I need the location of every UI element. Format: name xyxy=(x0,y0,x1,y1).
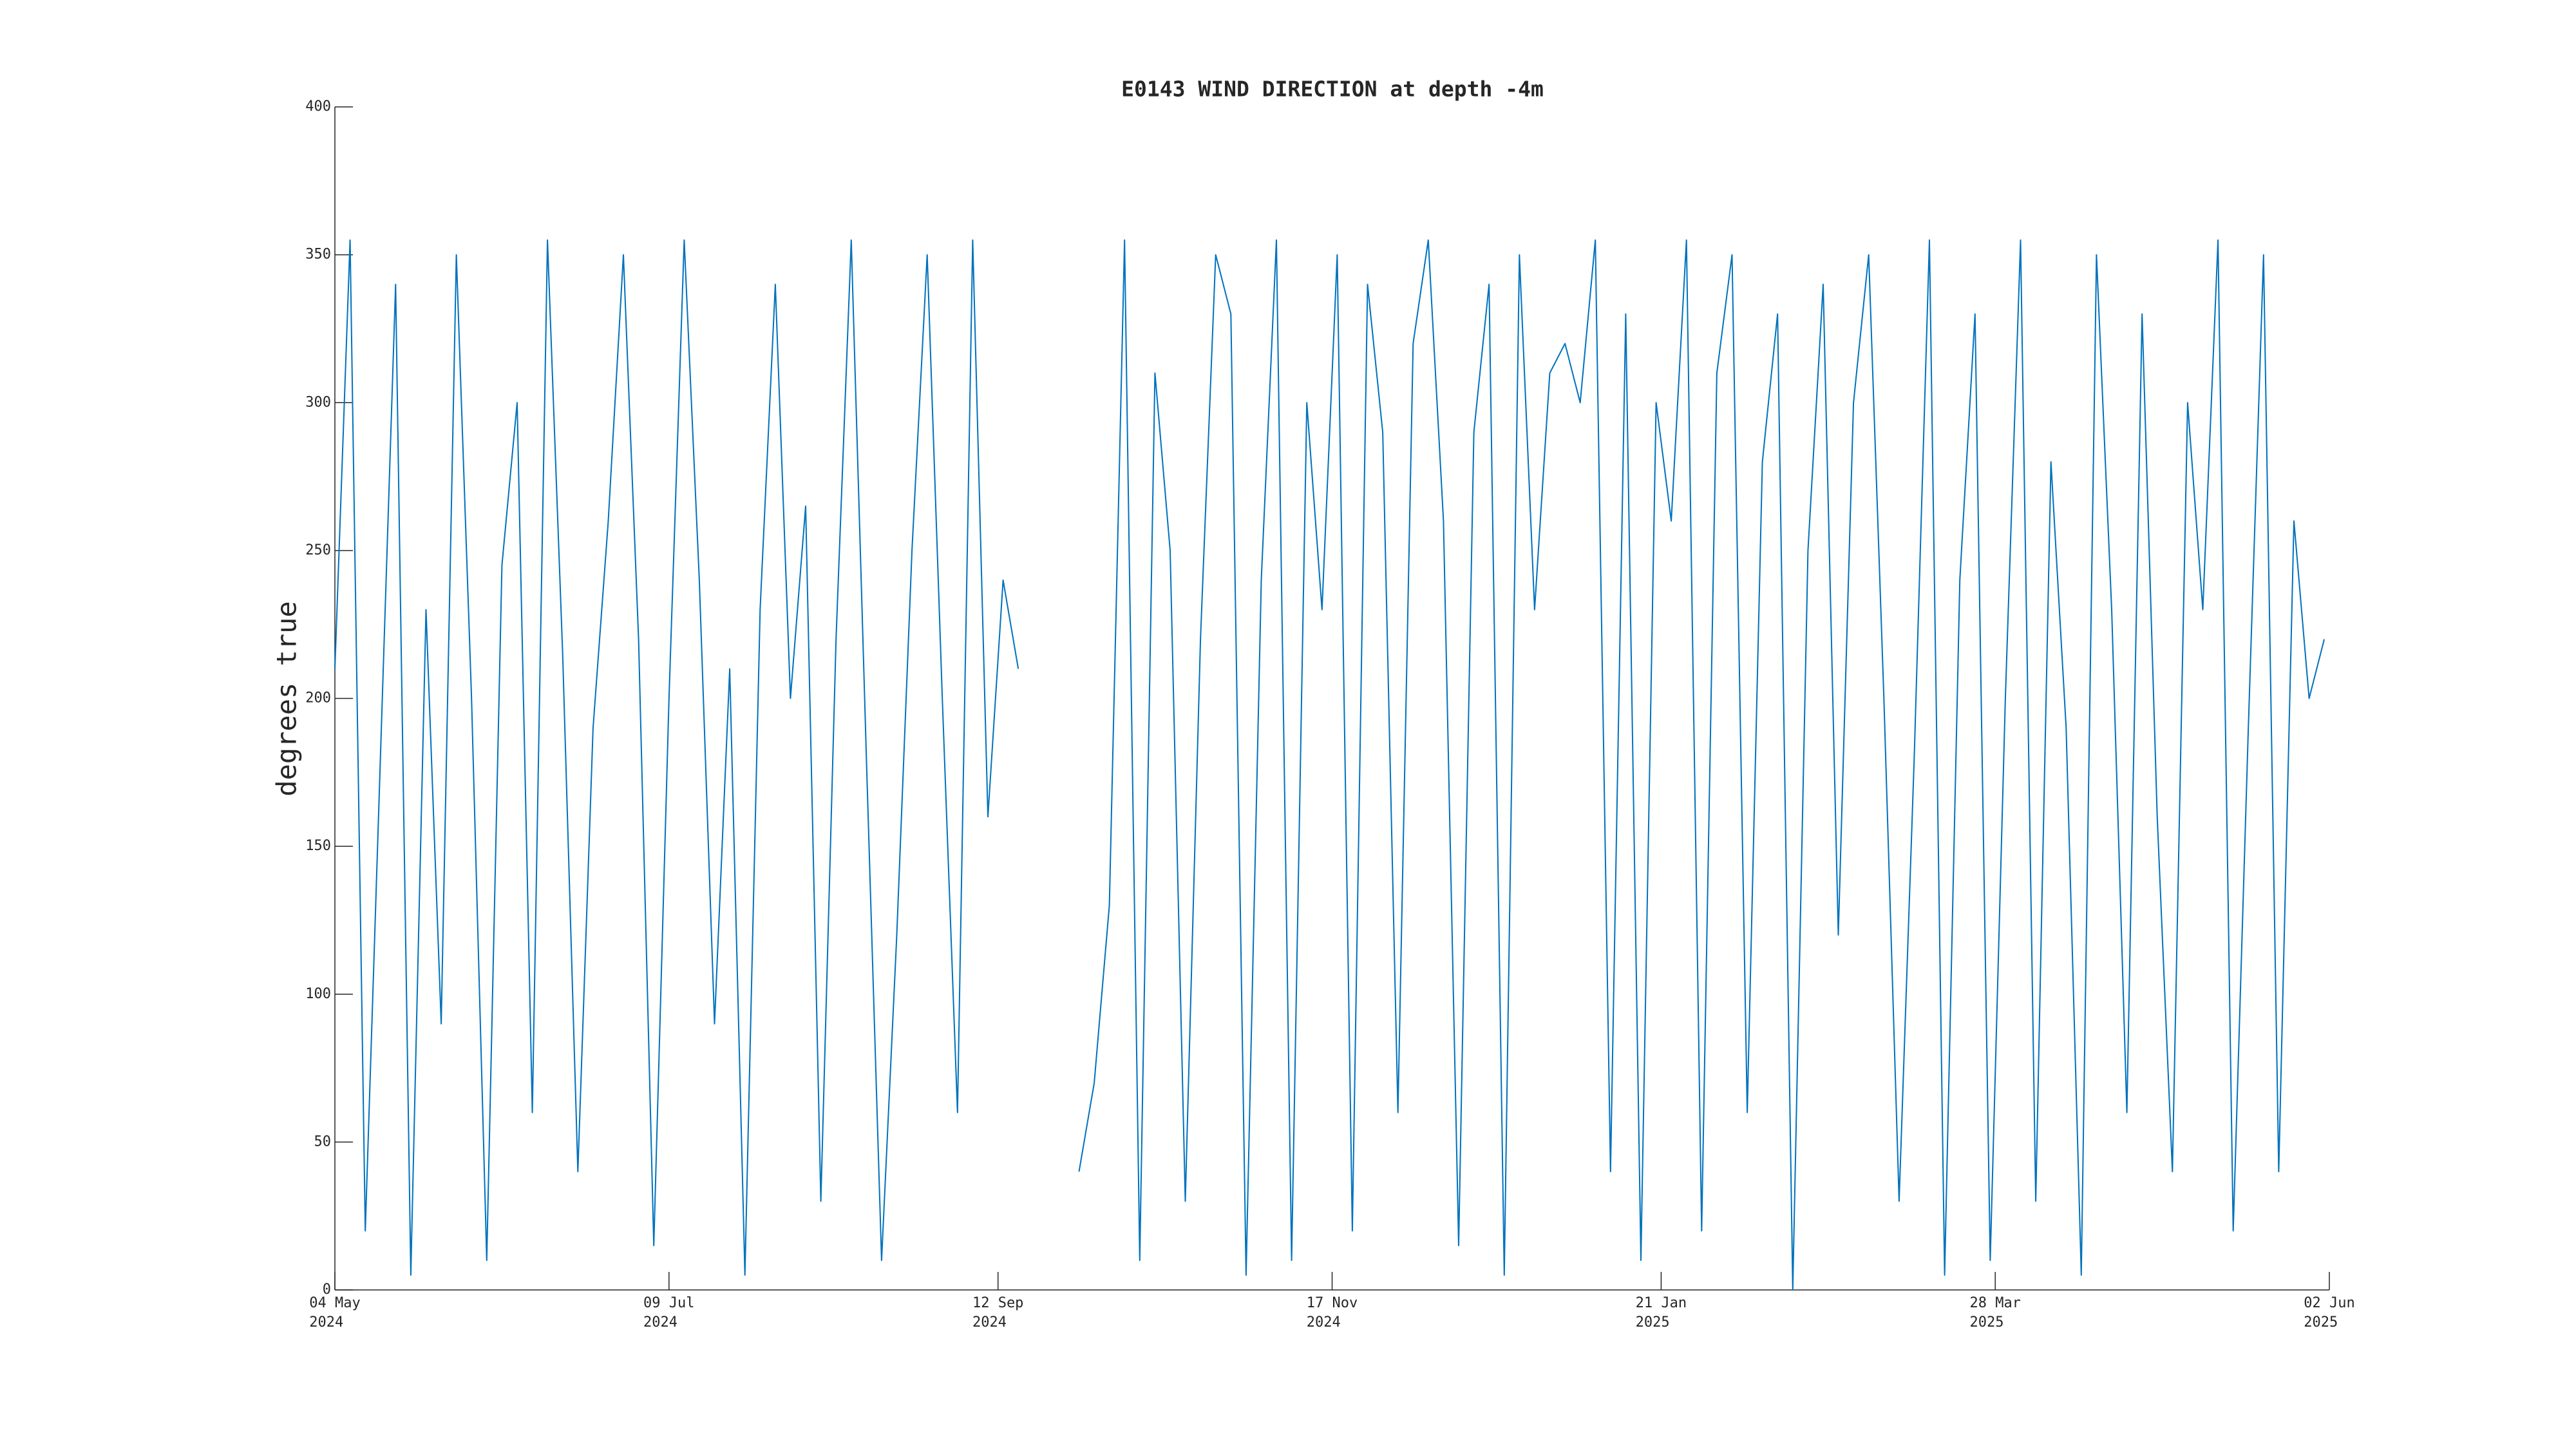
y-tick-label: 50 xyxy=(314,1133,332,1150)
x-tick-label: 21 Jan 2025 xyxy=(1635,1295,1687,1331)
y-tick-label: 400 xyxy=(305,99,331,115)
x-tick-label: 17 Nov 2024 xyxy=(1306,1295,1358,1331)
chart-title: E0143 WIND DIRECTION at depth -4m xyxy=(1121,77,1544,102)
y-axis-label: degrees true xyxy=(271,601,303,796)
y-tick-label: 150 xyxy=(305,838,331,854)
y-tick-label: 100 xyxy=(305,986,331,1002)
x-tick-label: 09 Jul 2024 xyxy=(643,1295,695,1331)
x-tick-label: 02 Jun 2025 xyxy=(2304,1295,2355,1331)
x-tick-label: 28 Mar 2025 xyxy=(1969,1295,2021,1331)
y-tick-label: 350 xyxy=(305,247,331,263)
y-tick-label: 0 xyxy=(323,1282,331,1298)
data-line xyxy=(334,239,2325,1291)
y-tick-label: 200 xyxy=(305,690,331,706)
y-tick-label: 250 xyxy=(305,542,331,558)
x-tick-label: 12 Sep 2024 xyxy=(972,1295,1024,1331)
x-tick-label: 04 May 2024 xyxy=(309,1295,361,1331)
y-tick-label: 300 xyxy=(305,394,331,410)
